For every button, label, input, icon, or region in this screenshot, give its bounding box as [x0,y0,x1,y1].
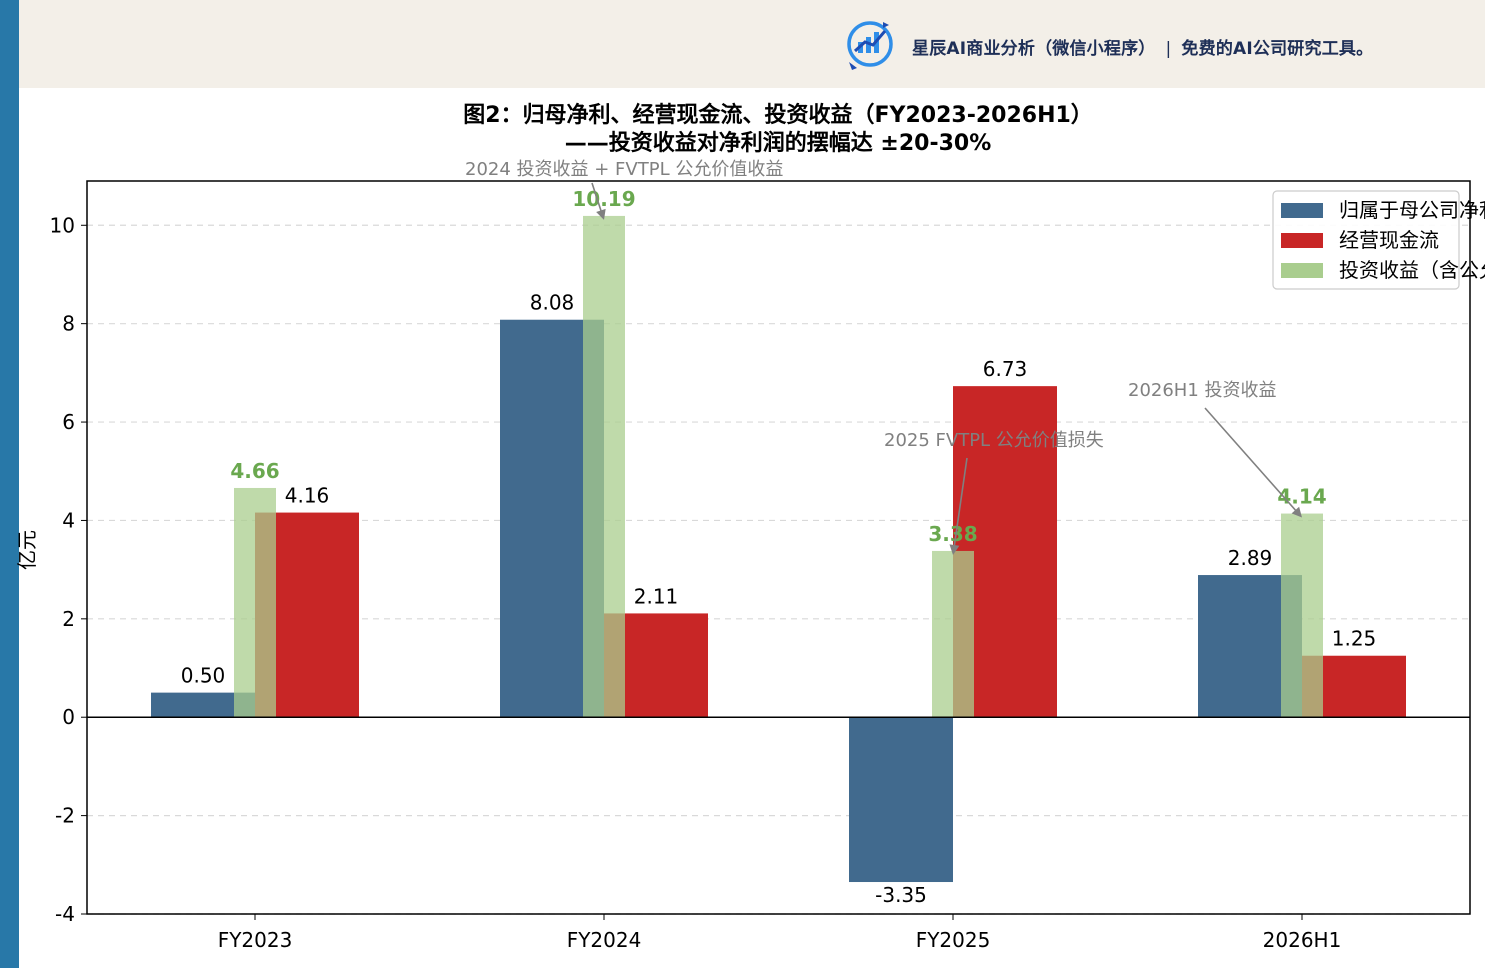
annotation-arrow-line [953,457,968,550]
y-tick-label: -2 [55,804,75,828]
y-tick-label: 4 [62,508,75,532]
banner-app-name: 星辰AI商业分析（微信小程序） [912,39,1156,59]
annotation-arrow-line [1204,407,1299,514]
value-label: 10.19 [572,187,635,211]
value-label: -3.35 [875,883,927,907]
annotation-arrow-head [949,544,960,555]
chart-logo-icon [847,21,893,70]
banner-separator: | [1165,39,1172,59]
legend-label: 投资收益（含公允价值） [1339,258,1485,282]
annotation-arrow-head [1291,506,1302,518]
value-label: 8.08 [530,291,575,315]
chart-title: 图2：归母净利、经营现金流、投资收益（FY2023-2026H1） [463,102,1093,128]
value-label: 6.73 [983,357,1028,381]
y-tick-label: -4 [55,902,75,926]
annotation-text: 2026H1 投资收益 [1128,380,1277,401]
annotation-arrow-head [596,208,606,220]
chart: 图2：归母净利、经营现金流、投资收益（FY2023-2026H1） ——投资收益… [15,102,1485,952]
y-tick-label: 8 [62,312,75,336]
legend-label: 归属于母公司净利润 [1339,198,1485,222]
value-label: 4.16 [285,484,330,508]
bars [151,215,1406,883]
banner-slogan: 免费的AI公司研究工具。 [1181,39,1374,59]
value-label: 3.38 [928,522,977,546]
value-labels: 0.50 8.08 -3.35 2.89 4.16 2.11 6.73 1.25 4.66 10.… [181,187,1377,907]
bar-net-profit [849,717,953,883]
annotations: 2024 投资收益 + FVTPL 公允价值收益 2025 FVTPL 公允价值损… [465,159,1302,555]
annotation-arrow-line [591,182,603,215]
x-tick-label: FY2025 [916,928,991,952]
value-label: 2.89 [1228,546,1273,570]
bar-investment-income [583,215,625,718]
value-label: 4.66 [230,459,279,483]
x-tick-label: 2026H1 [1263,928,1342,952]
banner: 星辰AI商业分析（微信小程序） | 免费的AI公司研究工具。 [19,0,1485,88]
y-tick-label: 6 [62,410,75,434]
plot-frame [86,180,1471,915]
legend-swatch [1281,203,1323,218]
side-strip [0,0,19,968]
x-tick-label: FY2024 [567,928,642,952]
value-label: 0.50 [181,664,226,688]
banner-text: 星辰AI商业分析（微信小程序） | 免费的AI公司研究工具。 [912,34,1373,59]
legend-swatch [1281,233,1323,248]
bar-investment-income [932,550,974,718]
annotation-text: 2025 FVTPL 公允价值损失 [884,430,1104,451]
value-label: 1.25 [1332,627,1377,651]
legend: 归属于母公司净利润经营现金流投资收益（含公允价值） [1272,190,1485,290]
value-label: 2.11 [634,584,679,608]
axes: -4 -2 0 2 4 6 8 10 FY2023 FY2024 FY2025 2026H1 [50,180,1471,952]
bar-investment-income [234,487,276,718]
chart-subtitle: ——投资收益对净利润的摆幅达 ±20-30% [565,130,992,156]
legend-swatch [1281,263,1323,278]
annotation-text: 2024 投资收益 + FVTPL 公允价值收益 [465,159,783,180]
y-axis-label: 亿元 [15,530,39,570]
y-tick-label: 2 [62,607,75,631]
y-tick-label: 10 [50,213,75,237]
value-label: 4.14 [1277,485,1326,509]
y-tick-label: 0 [62,705,75,729]
bar-investment-income [1281,513,1323,718]
x-tick-label: FY2023 [218,928,293,952]
legend-label: 经营现金流 [1339,228,1439,252]
